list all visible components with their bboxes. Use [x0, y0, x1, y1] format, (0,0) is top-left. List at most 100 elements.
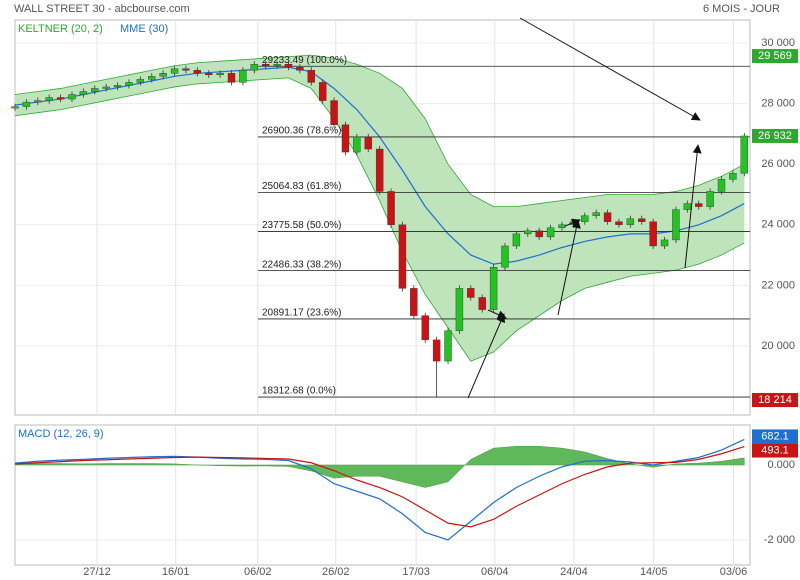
y-tick-label: 28 000: [761, 98, 795, 110]
candle-body: [706, 191, 714, 207]
candle-body: [592, 212, 600, 216]
candle-body: [45, 97, 53, 101]
arrow: [519, 17, 701, 121]
page-title: WALL STREET 30 - abcbourse.com: [14, 3, 190, 15]
candle-body: [558, 224, 566, 228]
candle-body: [250, 64, 259, 71]
candle-body: [273, 64, 281, 66]
candle-body: [478, 297, 486, 310]
candle-body: [717, 179, 726, 192]
fib-label: 25064.83 (61.8%): [262, 181, 342, 192]
candle-body: [102, 86, 110, 89]
candle-body: [341, 124, 350, 153]
x-tick-label: 14/05: [640, 566, 668, 578]
candle-body: [375, 148, 384, 192]
macd-marker-label: 682.1: [761, 430, 789, 442]
candle-body: [79, 91, 88, 95]
trend-arrows: [467, 17, 702, 399]
macd-frame: [14, 424, 751, 566]
x-tick-label: 16/01: [162, 566, 190, 578]
fib-label: 29233.49 (100.0%): [262, 55, 347, 66]
macd-marker-label: 493.1: [761, 444, 789, 456]
candle-body: [398, 224, 407, 289]
candle-body: [535, 230, 543, 238]
x-tick-label: 17/03: [402, 566, 430, 578]
candle-body: [261, 64, 270, 66]
candle-body: [148, 76, 156, 80]
macd-line: [14, 438, 745, 541]
macd-title: MACD (12, 26, 9): [18, 428, 104, 440]
fib-label: 18312.68 (0.0%): [262, 386, 336, 397]
candle-body: [34, 100, 42, 103]
y-tick-label: -2 000: [764, 534, 795, 546]
candle-body: [421, 315, 429, 341]
price-marker: [752, 128, 798, 143]
candle-body: [330, 100, 338, 126]
candle-body: [205, 73, 213, 76]
x-tick-label: 06/02: [244, 566, 272, 578]
price-marker: [752, 393, 798, 408]
candle-body: [455, 288, 464, 331]
candle-body: [649, 221, 657, 247]
keltner-band: [15, 55, 745, 362]
keltner-upper: [14, 54, 745, 207]
fib-label: 22486.33 (38.2%): [262, 259, 342, 270]
period: 6 MOIS - JOUR: [703, 3, 780, 15]
fib-label: 20891.17 (23.6%): [262, 308, 342, 319]
y-tick-label: 20 000: [761, 340, 795, 352]
candle-body: [626, 218, 635, 225]
x-tick-label: 06/04: [481, 566, 509, 578]
candle-body: [467, 288, 475, 298]
keltner-lower: [14, 77, 745, 362]
candle-body: [193, 70, 202, 74]
candle-body: [524, 230, 532, 235]
macd-line: [14, 445, 745, 528]
candle-body: [284, 64, 293, 68]
y-tick-label: 22 000: [761, 279, 795, 291]
candle-body: [318, 82, 327, 101]
price-frame: [14, 19, 751, 416]
candle-body: [695, 203, 703, 207]
candle-body: [353, 136, 361, 153]
candle-body: [239, 70, 247, 83]
candle-body: [296, 67, 304, 71]
candle-body: [307, 70, 315, 83]
candle-body: [501, 245, 509, 268]
candle-body: [159, 73, 167, 77]
candle-body: [546, 227, 555, 238]
fib-label: 26900.36 (78.6%): [262, 126, 342, 137]
x-tick-label: 24/04: [560, 566, 588, 578]
candle-body: [227, 73, 236, 83]
candle-body: [387, 191, 395, 225]
candle-body: [11, 106, 19, 109]
candle-body: [444, 330, 452, 362]
candle-body: [170, 68, 179, 74]
candle-body: [56, 97, 65, 100]
x-tick-label: 27/12: [83, 566, 111, 578]
arrow: [564, 218, 581, 228]
arrow: [557, 219, 581, 316]
macd-marker: [752, 443, 798, 458]
candle-body: [638, 218, 646, 222]
candle-body: [22, 101, 31, 107]
candle-body: [489, 266, 498, 310]
macd-histogram: [14, 446, 745, 488]
macd-marker: [752, 429, 798, 444]
legend-mme: MME (30): [120, 23, 168, 35]
price-marker: [752, 49, 798, 64]
candle-body: [729, 173, 737, 180]
candle-body: [432, 339, 441, 362]
fib-label: 23775.58 (50.0%): [262, 220, 342, 231]
candle-body: [512, 233, 521, 247]
candle-body: [603, 212, 612, 222]
candle-body: [672, 209, 680, 241]
arrow: [684, 144, 702, 269]
candle-body: [91, 88, 99, 92]
candle-body: [410, 288, 418, 316]
price-marker-label: 29 569: [758, 50, 792, 62]
y-tick-label: 26 000: [761, 158, 795, 170]
candle-body: [581, 215, 589, 222]
price-marker-label: 26 932: [758, 130, 792, 142]
candle-body: [68, 94, 76, 100]
